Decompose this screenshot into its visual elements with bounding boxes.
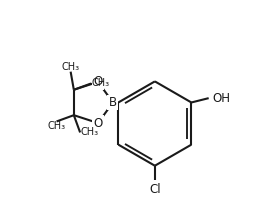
Text: CH₃: CH₃ xyxy=(62,62,80,72)
Text: B: B xyxy=(109,96,117,109)
Text: CH₃: CH₃ xyxy=(48,122,66,131)
Text: O: O xyxy=(93,117,103,129)
Text: Cl: Cl xyxy=(149,183,161,196)
Text: OH: OH xyxy=(212,92,230,105)
Text: CH₃: CH₃ xyxy=(80,127,98,138)
Text: O: O xyxy=(93,75,103,88)
Text: CH₃: CH₃ xyxy=(91,78,109,88)
